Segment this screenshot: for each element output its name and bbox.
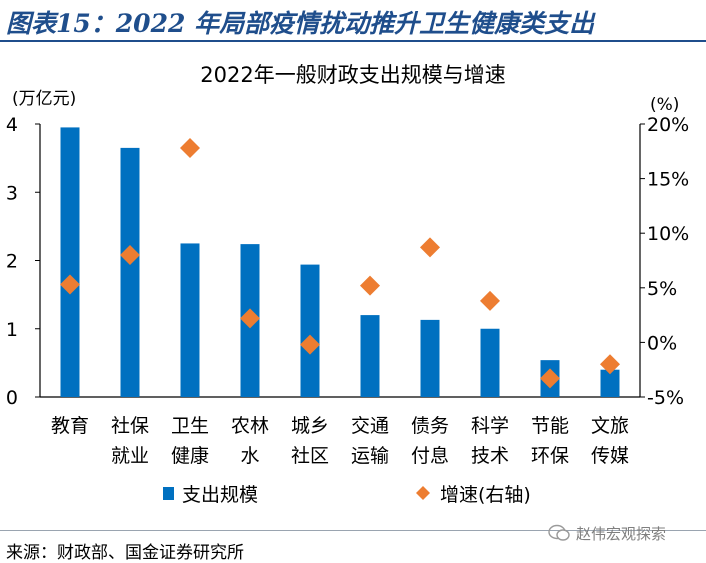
category-label: 运输 — [351, 445, 389, 467]
figure-header: 图表15：2022 年局部疫情扰动推升卫生健康类支出 — [0, 0, 706, 44]
bar — [60, 127, 80, 397]
growth-marker — [540, 368, 560, 389]
growth-marker — [600, 354, 620, 375]
category-label: 就业 — [111, 445, 149, 467]
figure-title: 图表15：2022 年局部疫情扰动推升卫生健康类支出 — [6, 9, 595, 38]
category-label: 债务 — [411, 415, 449, 437]
bar — [480, 328, 500, 397]
growth-marker — [420, 237, 440, 258]
wechat-icon — [548, 524, 570, 541]
right-tick-label: -5% — [647, 387, 684, 409]
growth-marker — [60, 274, 80, 295]
bar — [120, 147, 140, 397]
bar — [420, 319, 440, 397]
growth-marker — [300, 334, 320, 355]
growth-marker — [180, 138, 200, 159]
category-label: 社区 — [291, 445, 329, 467]
left-tick-label: 3 — [6, 182, 18, 204]
bar — [360, 315, 380, 397]
left-axis-unit: (万亿元) — [12, 89, 76, 109]
right-axis-unit: (%) — [650, 95, 679, 115]
left-tick-label: 2 — [6, 251, 18, 273]
chart: 2022年一般财政支出规模与增速 (万亿元) (%) 0 1 2 3 4 -5% 0% 5% 1… — [6, 63, 689, 506]
right-tick-label: 0% — [647, 332, 677, 354]
left-tick-label: 4 — [6, 114, 18, 136]
category-label: 环保 — [531, 445, 569, 467]
category-label: 社保 — [111, 415, 149, 437]
category-label: 教育 — [51, 415, 89, 437]
watermark: 赵伟宏观探索 — [548, 521, 666, 545]
category-label: 城乡 — [291, 415, 329, 437]
category-label: 传媒 — [591, 445, 629, 467]
bar — [600, 369, 620, 397]
growth-marker — [120, 245, 140, 266]
right-tick-label: 15% — [647, 169, 689, 191]
left-tick-label: 0 — [6, 387, 18, 409]
bar — [300, 264, 320, 397]
source-note: 来源：财政部、国金证券研究所 — [6, 543, 244, 563]
category-label: 卫生 — [171, 415, 209, 437]
legend-marker-label: 增速(右轴) — [440, 484, 531, 506]
growth-marker — [480, 290, 500, 311]
category-label: 水 — [240, 445, 259, 467]
legend-marker-swatch — [416, 486, 430, 500]
category-label: 节能 — [531, 415, 569, 437]
right-tick-label: 10% — [647, 223, 689, 245]
category-label: 农林 — [231, 415, 269, 437]
category-label: 技术 — [471, 445, 509, 467]
watermark-text: 赵伟宏观探索 — [576, 524, 667, 543]
category-label: 交通 — [351, 415, 389, 437]
right-tick-label: 5% — [647, 278, 677, 300]
right-tick-label: 20% — [647, 114, 689, 136]
category-label: 健康 — [171, 445, 209, 467]
legend-bar-swatch — [163, 487, 174, 500]
chart-title: 2022年一般财政支出规模与增速 — [200, 63, 505, 87]
growth-marker — [360, 275, 380, 296]
left-tick-label: 1 — [6, 319, 18, 341]
category-label: 付息 — [411, 445, 449, 467]
category-label: 文旅 — [591, 415, 629, 437]
footer-divider — [0, 530, 706, 531]
category-label: 科学 — [471, 415, 509, 437]
growth-marker — [240, 308, 260, 329]
legend-bar-label: 支出规模 — [182, 484, 258, 506]
bar — [180, 243, 200, 397]
header-divider — [0, 40, 706, 42]
